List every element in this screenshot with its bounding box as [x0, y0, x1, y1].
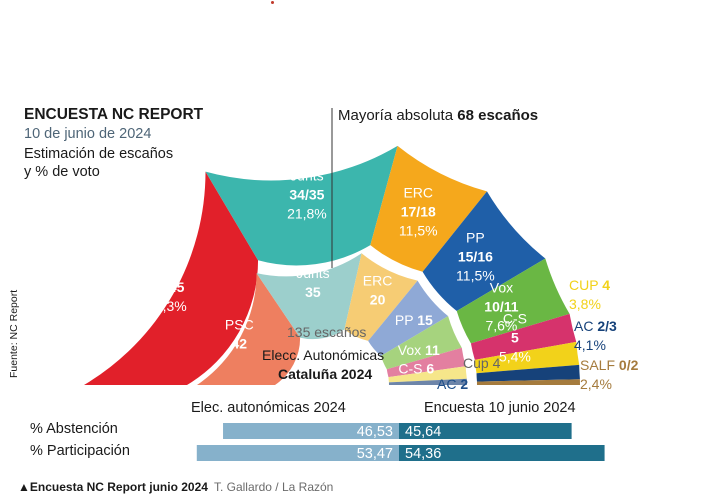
- bar-value-elections-participation: 53,47: [357, 446, 393, 462]
- outer-label-name-erc: ERC: [403, 185, 433, 201]
- majority-prefix: Mayoría absoluta: [338, 107, 454, 124]
- outer-label-pct-junts: 21,8%: [287, 206, 327, 222]
- caption-credit: T. Gallardo / La Razón: [213, 480, 334, 494]
- chart-subtitle-line2: y % de voto: [24, 164, 100, 180]
- outer-wedge-pp: [422, 191, 546, 312]
- majority-label: Mayoría absoluta 68 escaños: [338, 107, 538, 124]
- inner-wedge-pp: [368, 280, 449, 356]
- outer-label-name-psc: PSC: [153, 260, 182, 276]
- outer-label-seats-cup: 4: [602, 277, 610, 293]
- outer-wedge-vox: [456, 258, 570, 344]
- outer-label-pct-salf: 2,4%: [580, 376, 612, 392]
- outer-wedge-salf: [476, 379, 580, 385]
- outer-label-seats-junts: 34/35: [289, 187, 324, 203]
- inner-label-name-vox: Vox 11: [398, 342, 440, 358]
- row-label-participation: % Participación: [30, 443, 130, 459]
- inner-label-name-psc: PSC: [225, 317, 254, 333]
- inner-label-seats-vox: 11: [425, 342, 440, 358]
- column-header-elections: Elec. autonómicas 2024: [191, 400, 346, 416]
- caption-triangle-icon: ▲: [18, 480, 30, 494]
- inner-label-name-junts: Junts: [296, 265, 329, 281]
- outer-label-pct-c-s: 5,4%: [499, 349, 531, 365]
- column-header-survey: Encuesta 10 junio 2024: [424, 400, 576, 416]
- row-label-abstention: % Abstención: [30, 421, 118, 437]
- center-label-line1: Elecc. Autonómicas: [262, 347, 385, 363]
- inner-label-seats-cup: 4: [493, 355, 501, 371]
- bar-elections-abstention: [223, 423, 399, 439]
- bar-value-survey-participation: 54,36: [405, 446, 441, 462]
- inner-label-name-pp: PP 15: [395, 312, 433, 328]
- center-label-line2: Cataluña 2024: [278, 366, 373, 382]
- outer-label-name-salf: SALF 0/2: [580, 357, 639, 373]
- outer-ring-survey: [84, 145, 580, 385]
- outer-label-seats-c-s: 5: [511, 330, 519, 346]
- inner-wedge-junts: [256, 253, 362, 340]
- outer-label-pct-psc: 29,3%: [147, 298, 187, 314]
- chart-subtitle-line1: Estimación de escaños: [24, 146, 174, 162]
- inner-label-name-erc: ERC: [363, 273, 393, 289]
- bar-survey-participation: [399, 445, 605, 461]
- inner-ring-elections: [197, 253, 467, 385]
- inner-wedge-psc: [197, 273, 301, 385]
- inner-label-seats-junts: 35: [305, 284, 321, 300]
- outer-label-pct-erc: 11,5%: [399, 223, 438, 239]
- inner-label-seats-erc: 20: [370, 292, 386, 308]
- outer-label-name-junts: Junts: [290, 168, 323, 184]
- inner-wedge-ac: [388, 378, 467, 385]
- outer-label-pct-pp: 11,5%: [456, 267, 495, 283]
- outer-label-name-cup: CUP 4: [569, 277, 610, 293]
- label-layer: PSC 44/45 29,3% Junts 34/35 21,8% ERC 17/18 11,5…: [147, 168, 639, 462]
- outer-label-seats-vox: 10/11: [484, 299, 518, 315]
- bar-value-elections-abstention: 46,53: [357, 424, 393, 440]
- inner-seats-total: 135 escaños: [287, 324, 367, 340]
- caption: ▲Encuesta NC Report junio 2024 T. Gallard…: [18, 480, 333, 494]
- chart-date: 10 de junio de 2024: [24, 126, 152, 142]
- inner-label-seats-ac: 2: [460, 376, 468, 392]
- outer-wedge-erc: [370, 145, 487, 272]
- majority-value: 68 escaños: [457, 107, 539, 124]
- inner-wedge-cup: [388, 366, 467, 383]
- outer-wedge-cup: [474, 341, 580, 374]
- outer-label-seats-pp: 15/16: [458, 248, 493, 264]
- outer-wedge-psc: [84, 171, 259, 385]
- outer-label-seats-salf: 0/2: [619, 357, 639, 373]
- outer-label-seats-erc: 17/18: [401, 204, 436, 220]
- outer-label-pct-cup: 3,8%: [569, 296, 601, 312]
- inner-label-seats-psc: 42: [232, 336, 248, 352]
- outer-label-pct-vox: 7,6%: [485, 318, 517, 334]
- outer-label-name-pp: PP: [466, 229, 485, 245]
- chart-title: ENCUESTA NC REPORT: [24, 106, 204, 123]
- outer-wedge-c-s: [470, 313, 577, 360]
- inner-label-seats-pp: 15: [417, 312, 433, 328]
- inner-wedge-vox: [381, 316, 462, 370]
- inner-wedge-erc: [344, 253, 418, 341]
- bar-survey-abstention: [399, 423, 572, 439]
- outer-label-seats-ac: 2/3: [597, 318, 617, 334]
- inner-wedge-c-s: [386, 347, 466, 378]
- inner-label-seats-c-s: 6: [426, 360, 434, 376]
- outer-label-name-ac: AC 2/3: [574, 318, 617, 334]
- outer-label-pct-ac: 4,1%: [574, 337, 606, 353]
- outer-wedge-junts: [205, 145, 398, 266]
- outer-label-name-c-s: C-S: [503, 311, 527, 327]
- outer-label-seats-psc: 44/45: [149, 279, 184, 295]
- caption-title: Encuesta NC Report junio 2024: [29, 480, 208, 494]
- bar-group: [196, 423, 605, 461]
- inner-label-name-cup: Cup 4: [463, 355, 501, 371]
- bar-elections-participation: [196, 445, 399, 461]
- bar-value-survey-abstention: 45,64: [405, 424, 441, 440]
- inner-label-name-c-s: C-S 6: [398, 360, 434, 376]
- red-dot-mark: [271, 1, 274, 4]
- outer-wedge-ac: [476, 364, 580, 382]
- inner-label-name-ac: AC 2: [437, 376, 468, 392]
- outer-label-name-vox: Vox: [490, 280, 513, 296]
